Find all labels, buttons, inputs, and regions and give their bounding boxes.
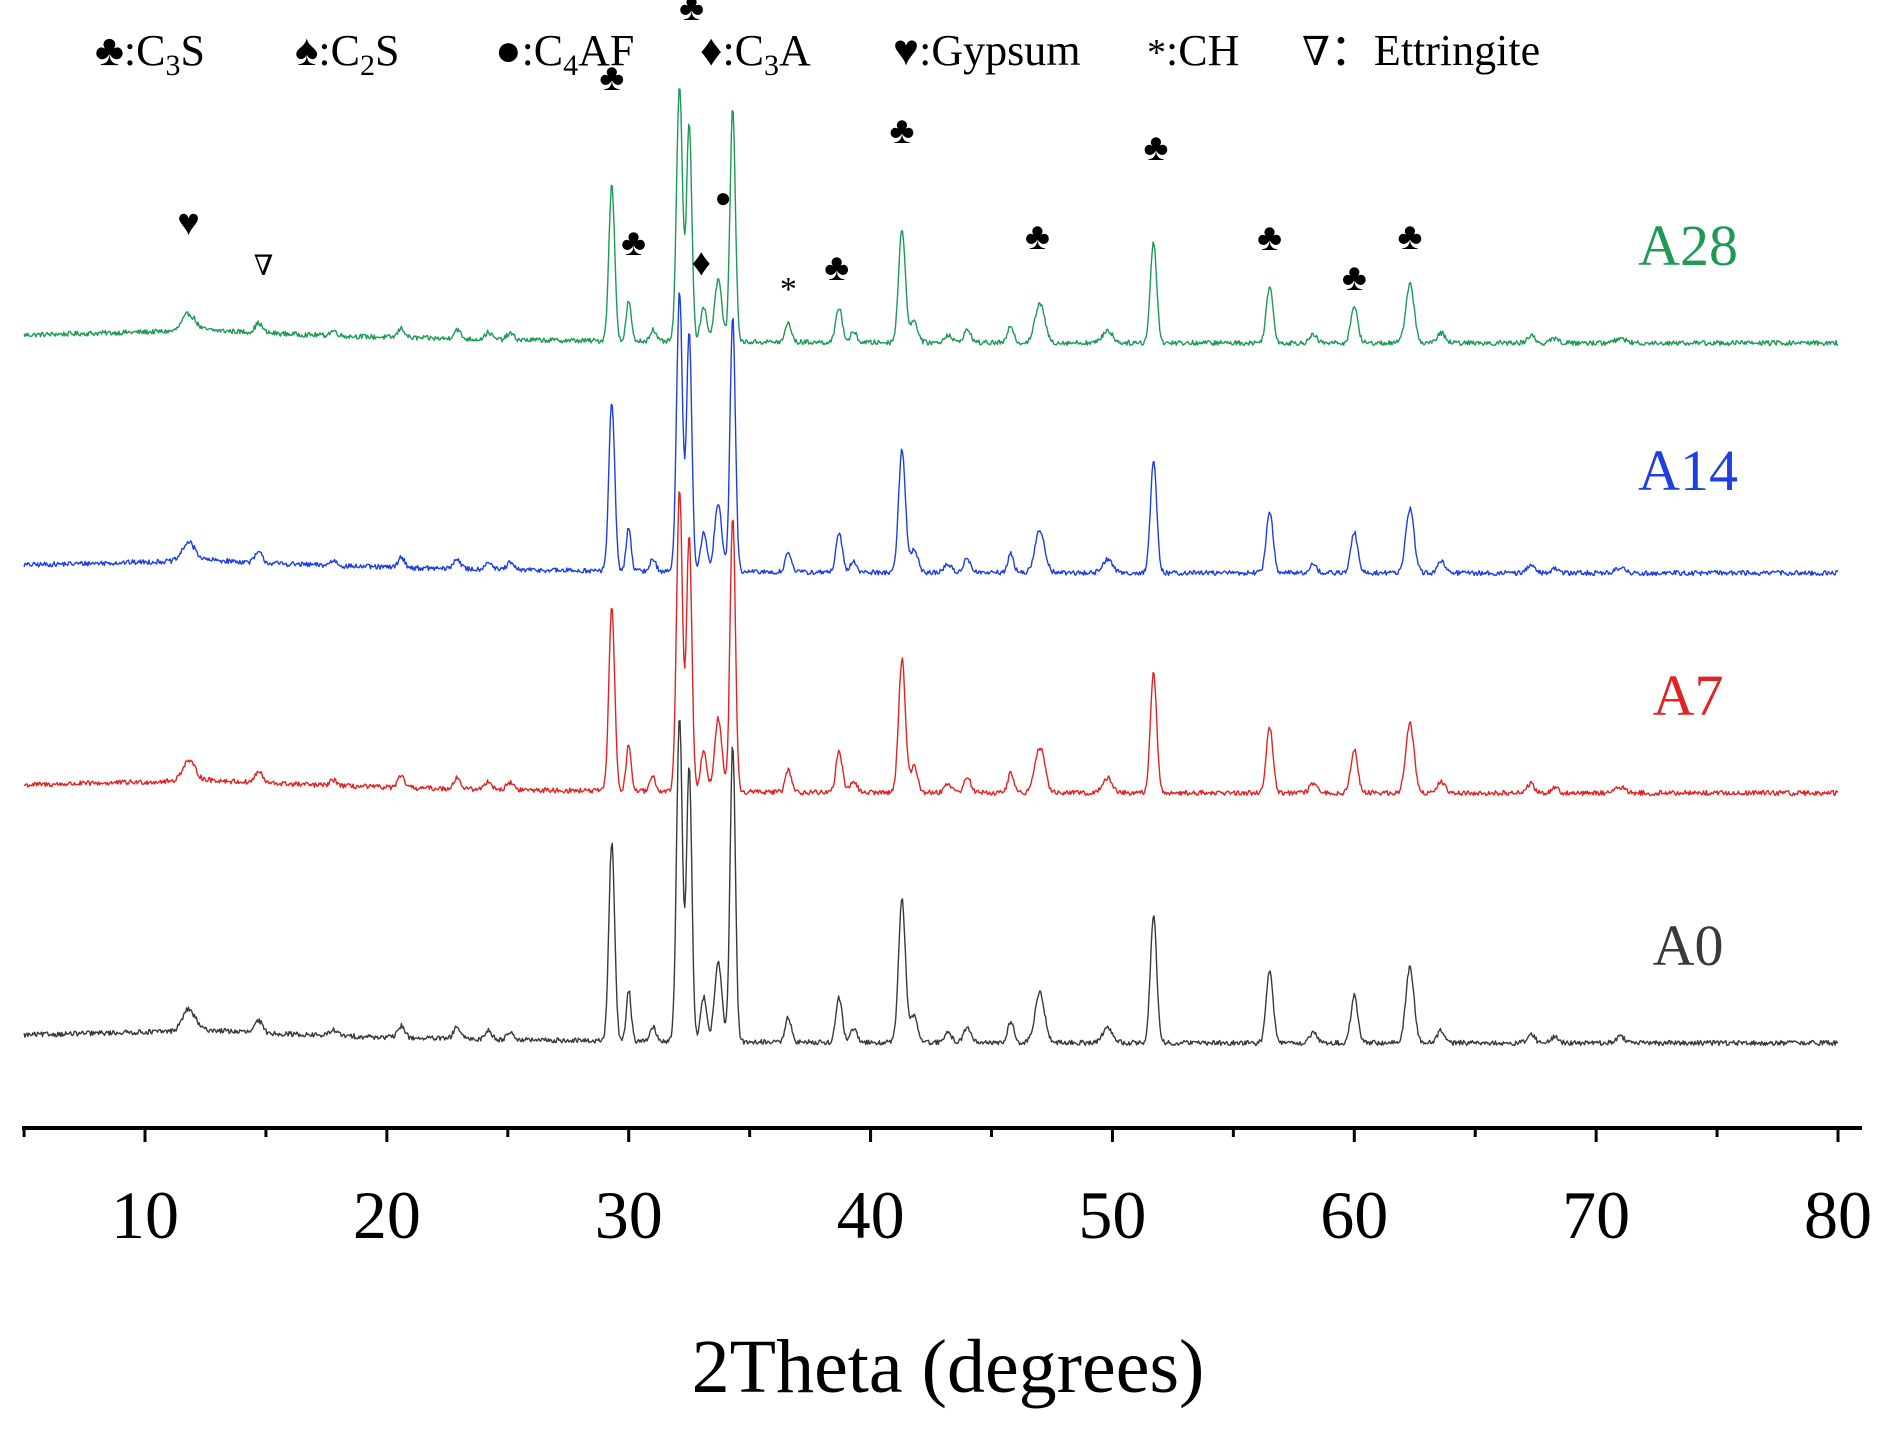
series-label-a28: A28 [1638, 213, 1738, 278]
peak-marker: ♣ [1025, 216, 1050, 258]
peak-marker: ♣ [1397, 216, 1422, 258]
x-tick-label: 10 [111, 1177, 179, 1253]
x-axis: 10 20 30 40 50 60 70 80 [22, 1126, 1872, 1253]
x-tick-label: 80 [1804, 1177, 1872, 1253]
series-line-a7 [23, 491, 1839, 797]
x-tick-label: 30 [595, 1177, 663, 1253]
peak-marker: ♥ [177, 202, 200, 244]
x-tick-label: 50 [1078, 1177, 1146, 1253]
peak-marker: ♣ [1257, 217, 1282, 259]
peak-marker: ∇ [254, 251, 274, 282]
peak-marker: ♣ [824, 247, 849, 289]
peak-marker: ♣ [621, 222, 646, 264]
series-label-a0: A0 [1653, 913, 1724, 978]
x-tick-label: 40 [837, 1177, 905, 1253]
peak-marker: ♣ [890, 110, 915, 152]
x-tick-label: 60 [1320, 1177, 1388, 1253]
series-line-a28 [23, 88, 1839, 347]
legend-entry-gypsum: ♥:Gypsum [893, 26, 1080, 75]
legend-entry-c2s: ♠:C2S [295, 26, 399, 82]
series-label-a7: A7 [1653, 663, 1724, 728]
peak-marker: * [780, 271, 797, 308]
series-group: A28 A14 A7 A0 [23, 88, 1839, 1047]
series-line-a0 [23, 719, 1839, 1047]
peak-annotations: ♥∇♣♣♣♣♠●♦*♣♣♣♣♣♣♣ [177, 0, 1422, 308]
x-axis-label: 2Theta (degrees) [692, 1325, 1205, 1409]
peak-marker: ● [715, 183, 732, 214]
peak-marker: ♣ [1342, 257, 1367, 299]
peak-marker: ♣ [1143, 127, 1168, 169]
legend: ♣:C3S ♠:C2S ●:C4AF ♦:C3A ♥:Gypsum *:CH ∇：Ettri… [95, 26, 1540, 82]
legend-entry-ettringite: ∇：Ettringite [1302, 26, 1540, 75]
peak-marker: ♠ [723, 0, 743, 9]
legend-entry-c3a: ♦:C3A [700, 26, 811, 82]
legend-entry-c4af: ●:C4AF [495, 26, 634, 82]
x-tick-label: 20 [353, 1177, 421, 1253]
peak-marker: ♦ [692, 242, 711, 284]
peak-marker: ♣ [599, 57, 624, 99]
legend-entry-c3s: ♣:C3S [95, 26, 205, 82]
peak-marker: ♣ [679, 0, 704, 29]
x-tick-label: 70 [1562, 1177, 1630, 1253]
series-label-a14: A14 [1638, 438, 1738, 503]
series-line-a14 [23, 292, 1839, 577]
legend-entry-ch: *:CH [1147, 26, 1239, 75]
